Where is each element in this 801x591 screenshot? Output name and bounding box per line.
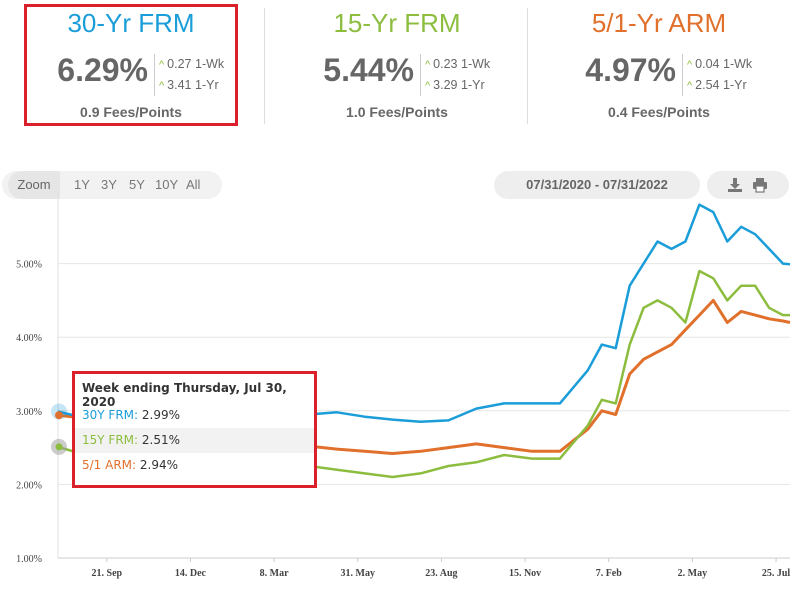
card-wk-label: 1-Wk (723, 57, 753, 71)
zoom-option-all[interactable]: All (186, 177, 201, 192)
card-rate: 6.29% (57, 52, 148, 88)
card-title: 30-Yr FRM (67, 8, 195, 38)
rate-card-30yr: 30-Yr FRM 6.29% ^ 0.27 1-Wk ^ 3.41 1-Yr 0.… (24, 4, 238, 126)
x-tick-label: 7. Feb (596, 568, 623, 579)
caret-up-icon: ^ (425, 59, 431, 71)
download-icon[interactable] (727, 177, 743, 193)
print-icon[interactable] (752, 177, 768, 193)
tooltip-value: 2.94% (139, 458, 179, 472)
card-changes: ^ 0.27 1-Wk ^ 3.41 1-Yr (154, 54, 224, 96)
card-yr-change: 2.54 (695, 78, 720, 92)
divider (264, 8, 265, 124)
caret-up-icon: ^ (425, 80, 431, 92)
y-tick-label: 1.00% (16, 554, 42, 565)
x-tick-label: 23. Aug (425, 568, 457, 579)
zoom-bar: Zoom 1Y 3Y 5Y 10Y All (2, 171, 222, 199)
caret-up-icon: ^ (159, 59, 165, 71)
caret-up-icon: ^ (159, 80, 165, 92)
x-tick-label: 2. May (678, 568, 707, 579)
x-tick-label: 15. Nov (509, 568, 541, 579)
card-wk-label: 1-Wk (461, 57, 491, 71)
zoom-label: Zoom (8, 171, 60, 199)
card-wk-change: 0.04 (695, 57, 720, 71)
zoom-option-3y[interactable]: 3Y (101, 177, 117, 192)
card-fees: 0.9 Fees/Points (80, 104, 182, 120)
card-changes: ^ 0.23 1-Wk ^ 3.29 1-Yr (420, 54, 490, 96)
tooltip-label: 5/1 ARM: (82, 458, 137, 472)
x-tick-label: 21. Sep (92, 568, 123, 579)
tooltip-title: Week ending Thursday, Jul 30, 2020 (82, 381, 287, 409)
export-controls (707, 171, 789, 199)
tooltip-row-15y: 15Y FRM: 2.51% (75, 428, 314, 453)
y-tick-label: 2.00% (16, 480, 42, 491)
hover-marker-arm (55, 411, 63, 420)
card-yr-label: 1-Yr (723, 78, 747, 92)
card-yr-label: 1-Yr (461, 78, 485, 92)
card-title: 15-Yr FRM (333, 8, 461, 38)
chart-tooltip: Week ending Thursday, Jul 30, 2020 30Y F… (72, 371, 317, 488)
y-tick-label: 5.00% (16, 260, 42, 271)
tooltip-label: 15Y FRM: (82, 433, 139, 447)
date-range-picker[interactable]: 07/31/2020 - 07/31/2022 (494, 171, 700, 199)
zoom-option-5y[interactable]: 5Y (129, 177, 145, 192)
card-wk-change: 0.23 (433, 57, 458, 71)
hover-marker-15y (55, 443, 63, 451)
card-yr-label: 1-Yr (195, 78, 219, 92)
card-rate: 4.97% (585, 52, 676, 88)
rate-card-5-1-arm: 5/1-Yr ARM 4.97% ^ 0.04 1-Wk ^ 2.54 1-Yr 0… (552, 4, 766, 126)
card-yr-change: 3.41 (167, 78, 192, 92)
card-wk-label: 1-Wk (195, 57, 225, 71)
card-changes: ^ 0.04 1-Wk ^ 2.54 1-Yr (682, 54, 752, 96)
y-tick-label: 3.00% (16, 407, 42, 418)
tooltip-row-arm: 5/1 ARM: 2.94% (75, 453, 314, 478)
divider (527, 8, 528, 124)
caret-up-icon: ^ (687, 80, 693, 92)
tooltip-value: 2.99% (141, 408, 181, 422)
card-fees: 1.0 Fees/Points (346, 104, 448, 120)
card-yr-change: 3.29 (433, 78, 458, 92)
rate-card-15yr: 15-Yr FRM 5.44% ^ 0.23 1-Wk ^ 3.29 1-Yr 1.… (290, 4, 504, 126)
x-tick-label: 31. May (341, 568, 375, 579)
tooltip-row-30y: 30Y FRM: 2.99% (75, 403, 314, 428)
zoom-option-10y[interactable]: 10Y (155, 177, 179, 192)
card-rate: 5.44% (323, 52, 414, 88)
card-wk-change: 0.27 (167, 57, 192, 71)
zoom-option-1y[interactable]: 1Y (74, 177, 90, 192)
tooltip-value: 2.51% (141, 433, 181, 447)
rate-history-chart: 1.00% 2.00% 3.00% 4.00% 5.00% 21. Sep 14. Dec 8… (16, 190, 791, 579)
x-tick-label: 14. Dec (175, 568, 207, 579)
x-tick-label: 25. Jul (762, 568, 791, 579)
tooltip-label: 30Y FRM: (82, 408, 139, 422)
card-title: 5/1-Yr ARM (591, 8, 727, 38)
y-tick-label: 4.00% (16, 333, 42, 344)
x-tick-label: 8. Mar (260, 568, 289, 579)
caret-up-icon: ^ (687, 59, 693, 71)
card-fees: 0.4 Fees/Points (608, 104, 710, 120)
